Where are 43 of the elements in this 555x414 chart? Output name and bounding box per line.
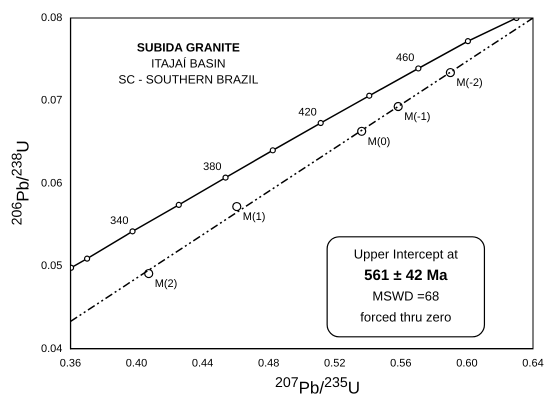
y-tick-label: 0.04 [40, 342, 62, 355]
point [415, 65, 422, 72]
point [270, 147, 276, 154]
annotation: Upper Intercept at [354, 246, 458, 262]
x-tick-label: 0.44 [192, 357, 214, 370]
annotation: ITAJAÍ BASIN [151, 56, 226, 70]
annotation: SC - SOUTHERN BRAZIL [118, 72, 259, 86]
x-tick-label: 0.40 [126, 357, 148, 370]
point [357, 126, 366, 136]
annotation: 561 ± 42 Ma [364, 266, 448, 284]
annotation: M(0) [368, 136, 390, 148]
annotation: M(-1) [404, 111, 430, 124]
annotation: SUBIDA GRANITE [136, 40, 240, 54]
x-tick-label: 0.36 [60, 357, 82, 370]
point [464, 38, 472, 44]
point [144, 268, 154, 278]
y-tick-label: 0.05 [40, 260, 62, 272]
annotation: MSWD =68 [372, 288, 440, 304]
point [446, 68, 455, 78]
point [176, 202, 182, 208]
x-tick-label: 0.48 [258, 357, 280, 370]
x-axis-title: $^{207}$Pb/$^{235}$U [274, 375, 362, 399]
x-tick-label: 0.64 [522, 357, 544, 370]
y-tick-label: 0.06 [40, 177, 62, 190]
annotation: 420 [298, 106, 317, 119]
y-tick-label: 0.07 [40, 94, 62, 107]
point [129, 228, 136, 234]
point [318, 120, 324, 126]
x-tick-label: 0.60 [456, 357, 478, 370]
x-tick-label: 0.52 [324, 357, 346, 370]
annotation: M(2) [154, 278, 178, 290]
annotation: 340 [110, 214, 129, 227]
point [366, 92, 372, 99]
annotation: 380 [203, 161, 222, 174]
annotation: forced thru zero [360, 309, 452, 324]
annotation: M(-2) [456, 77, 483, 90]
point [84, 256, 90, 262]
annotation: M(1) [242, 211, 266, 224]
point [232, 202, 242, 212]
point [222, 174, 229, 181]
annotation: 460 [396, 52, 414, 64]
x-tick-label: 0.56 [390, 357, 412, 370]
y-tick-label: 0.08 [40, 12, 62, 24]
